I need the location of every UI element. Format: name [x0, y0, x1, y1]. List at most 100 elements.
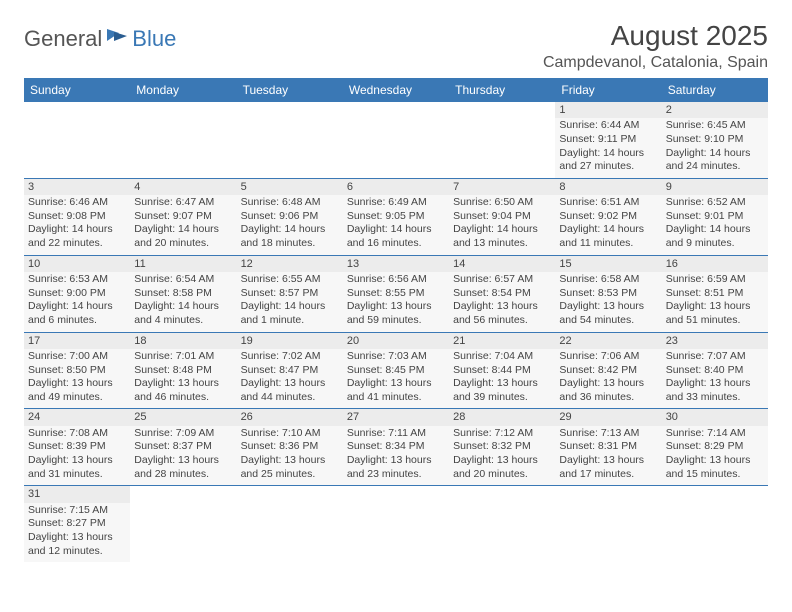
sunset-text: Sunset: 8:29 PM	[666, 440, 764, 454]
daylight-text: Daylight: 14 hours	[241, 300, 339, 314]
daylight-text: and 22 minutes.	[28, 237, 126, 251]
page-subtitle: Campdevanol, Catalonia, Spain	[543, 54, 768, 72]
sunrise-text: Sunrise: 7:14 AM	[666, 427, 764, 441]
sunset-text: Sunset: 9:11 PM	[559, 133, 657, 147]
sunrise-text: Sunrise: 6:59 AM	[666, 273, 764, 287]
calendar-day: 27Sunrise: 7:11 AMSunset: 8:34 PMDayligh…	[343, 409, 449, 486]
daylight-text: Daylight: 14 hours	[347, 223, 445, 237]
daylight-text: Daylight: 13 hours	[241, 454, 339, 468]
sunset-text: Sunset: 8:42 PM	[559, 364, 657, 378]
header: General Blue August 2025 Campdevanol, Ca…	[24, 20, 768, 72]
calendar-week: 17Sunrise: 7:00 AMSunset: 8:50 PMDayligh…	[24, 332, 768, 409]
daylight-text: Daylight: 13 hours	[134, 377, 232, 391]
daylight-text: Daylight: 13 hours	[666, 377, 764, 391]
daylight-text: Daylight: 13 hours	[453, 377, 551, 391]
daylight-text: and 41 minutes.	[347, 391, 445, 405]
calendar-week: 1Sunrise: 6:44 AMSunset: 9:11 PMDaylight…	[24, 102, 768, 178]
logo-text-blue: Blue	[132, 26, 176, 52]
calendar-day: 29Sunrise: 7:13 AMSunset: 8:31 PMDayligh…	[555, 409, 661, 486]
daylight-text: Daylight: 14 hours	[666, 147, 764, 161]
calendar-day: 12Sunrise: 6:55 AMSunset: 8:57 PMDayligh…	[237, 255, 343, 332]
sunset-text: Sunset: 8:53 PM	[559, 287, 657, 301]
daylight-text: Daylight: 14 hours	[559, 223, 657, 237]
daylight-text: Daylight: 13 hours	[559, 377, 657, 391]
sunrise-text: Sunrise: 6:52 AM	[666, 196, 764, 210]
daylight-text: Daylight: 14 hours	[241, 223, 339, 237]
daylight-text: Daylight: 13 hours	[347, 377, 445, 391]
daylight-text: Daylight: 14 hours	[28, 300, 126, 314]
day-number: 18	[130, 333, 236, 349]
day-number: 30	[662, 409, 768, 425]
day-number: 4	[130, 179, 236, 195]
day-number: 16	[662, 256, 768, 272]
calendar-day-empty	[130, 486, 236, 562]
daylight-text: and 6 minutes.	[28, 314, 126, 328]
sunrise-text: Sunrise: 6:53 AM	[28, 273, 126, 287]
daylight-text: and 1 minute.	[241, 314, 339, 328]
daylight-text: and 23 minutes.	[347, 468, 445, 482]
sunset-text: Sunset: 8:34 PM	[347, 440, 445, 454]
sunset-text: Sunset: 8:44 PM	[453, 364, 551, 378]
daylight-text: Daylight: 14 hours	[28, 223, 126, 237]
day-header: Wednesday	[343, 78, 449, 102]
daylight-text: Daylight: 14 hours	[453, 223, 551, 237]
day-number: 27	[343, 409, 449, 425]
daylight-text: Daylight: 13 hours	[28, 531, 126, 545]
day-number: 2	[662, 102, 768, 118]
calendar-day: 3Sunrise: 6:46 AMSunset: 9:08 PMDaylight…	[24, 178, 130, 255]
sunrise-text: Sunrise: 6:54 AM	[134, 273, 232, 287]
daylight-text: Daylight: 13 hours	[347, 454, 445, 468]
daylight-text: and 27 minutes.	[559, 160, 657, 174]
calendar-day: 1Sunrise: 6:44 AMSunset: 9:11 PMDaylight…	[555, 102, 661, 178]
daylight-text: and 54 minutes.	[559, 314, 657, 328]
day-header: Monday	[130, 78, 236, 102]
day-number: 13	[343, 256, 449, 272]
day-number: 21	[449, 333, 555, 349]
calendar-day-empty	[662, 486, 768, 562]
daylight-text: and 15 minutes.	[666, 468, 764, 482]
title-block: August 2025 Campdevanol, Catalonia, Spai…	[543, 20, 768, 72]
sunset-text: Sunset: 8:55 PM	[347, 287, 445, 301]
day-number: 29	[555, 409, 661, 425]
day-number: 17	[24, 333, 130, 349]
sunset-text: Sunset: 9:07 PM	[134, 210, 232, 224]
calendar-day: 21Sunrise: 7:04 AMSunset: 8:44 PMDayligh…	[449, 332, 555, 409]
day-number: 3	[24, 179, 130, 195]
sunset-text: Sunset: 8:48 PM	[134, 364, 232, 378]
sunset-text: Sunset: 9:00 PM	[28, 287, 126, 301]
sunset-text: Sunset: 9:05 PM	[347, 210, 445, 224]
calendar-day: 8Sunrise: 6:51 AMSunset: 9:02 PMDaylight…	[555, 178, 661, 255]
day-number: 9	[662, 179, 768, 195]
day-number: 22	[555, 333, 661, 349]
daylight-text: and 49 minutes.	[28, 391, 126, 405]
sunrise-text: Sunrise: 6:55 AM	[241, 273, 339, 287]
daylight-text: Daylight: 14 hours	[134, 300, 232, 314]
daylight-text: Daylight: 13 hours	[134, 454, 232, 468]
calendar-day-empty	[343, 102, 449, 178]
daylight-text: and 11 minutes.	[559, 237, 657, 251]
daylight-text: and 36 minutes.	[559, 391, 657, 405]
calendar-day: 31Sunrise: 7:15 AMSunset: 8:27 PMDayligh…	[24, 486, 130, 562]
sunset-text: Sunset: 9:01 PM	[666, 210, 764, 224]
day-number: 6	[343, 179, 449, 195]
day-number: 8	[555, 179, 661, 195]
calendar-day-empty	[130, 102, 236, 178]
day-number: 7	[449, 179, 555, 195]
calendar-day-empty	[24, 102, 130, 178]
sunset-text: Sunset: 9:04 PM	[453, 210, 551, 224]
sunset-text: Sunset: 8:31 PM	[559, 440, 657, 454]
day-header: Tuesday	[237, 78, 343, 102]
daylight-text: and 18 minutes.	[241, 237, 339, 251]
calendar-day: 20Sunrise: 7:03 AMSunset: 8:45 PMDayligh…	[343, 332, 449, 409]
daylight-text: and 20 minutes.	[453, 468, 551, 482]
daylight-text: and 56 minutes.	[453, 314, 551, 328]
daylight-text: and 4 minutes.	[134, 314, 232, 328]
sunset-text: Sunset: 9:02 PM	[559, 210, 657, 224]
calendar-day-empty	[555, 486, 661, 562]
sunrise-text: Sunrise: 7:15 AM	[28, 504, 126, 518]
calendar-day: 4Sunrise: 6:47 AMSunset: 9:07 PMDaylight…	[130, 178, 236, 255]
daylight-text: Daylight: 13 hours	[666, 454, 764, 468]
daylight-text: and 39 minutes.	[453, 391, 551, 405]
sunrise-text: Sunrise: 6:50 AM	[453, 196, 551, 210]
day-number: 12	[237, 256, 343, 272]
